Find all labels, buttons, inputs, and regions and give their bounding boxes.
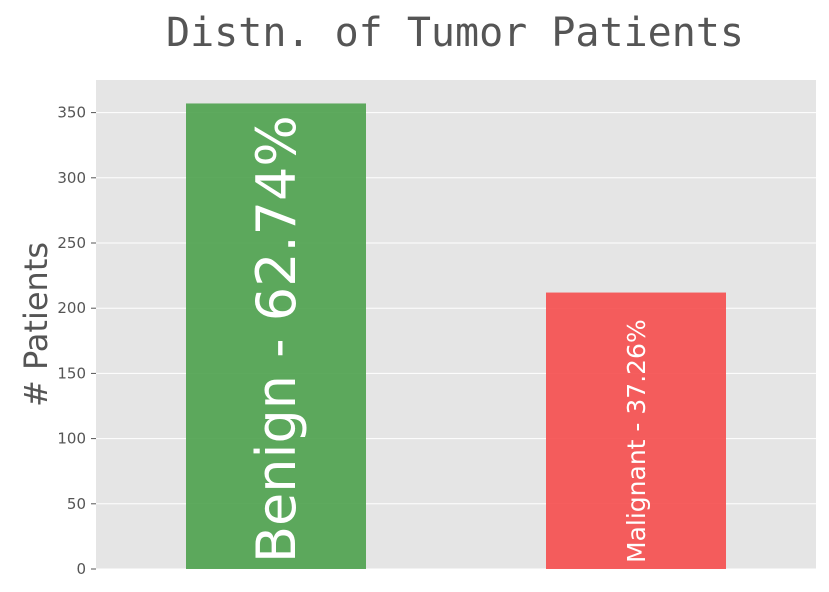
bar-label-malignant: Malignant - 37.26% <box>622 319 651 563</box>
y-tick-label: 150 <box>57 364 86 382</box>
y-tick-label: 0 <box>76 560 86 578</box>
y-tick-label: 250 <box>57 234 86 252</box>
y-axis: 0 50 100 150 200 250 300 350 <box>57 104 96 578</box>
y-tick-label: 300 <box>57 169 86 187</box>
y-tick-label: 200 <box>57 299 86 317</box>
bar-benign <box>186 103 366 570</box>
y-tick-label: 50 <box>67 495 86 513</box>
chart-title: Distn. of Tumor Patients <box>166 10 744 56</box>
y-tick-label: 350 <box>57 104 86 122</box>
y-tick-label: 100 <box>57 430 86 448</box>
bar-label-benign: Benign - 62.74% <box>245 115 308 563</box>
bar-malignant <box>546 292 726 569</box>
bars: Benign - 62.74% Malignant - 37.26% <box>186 103 726 570</box>
y-axis-label: # Patients <box>17 242 55 407</box>
